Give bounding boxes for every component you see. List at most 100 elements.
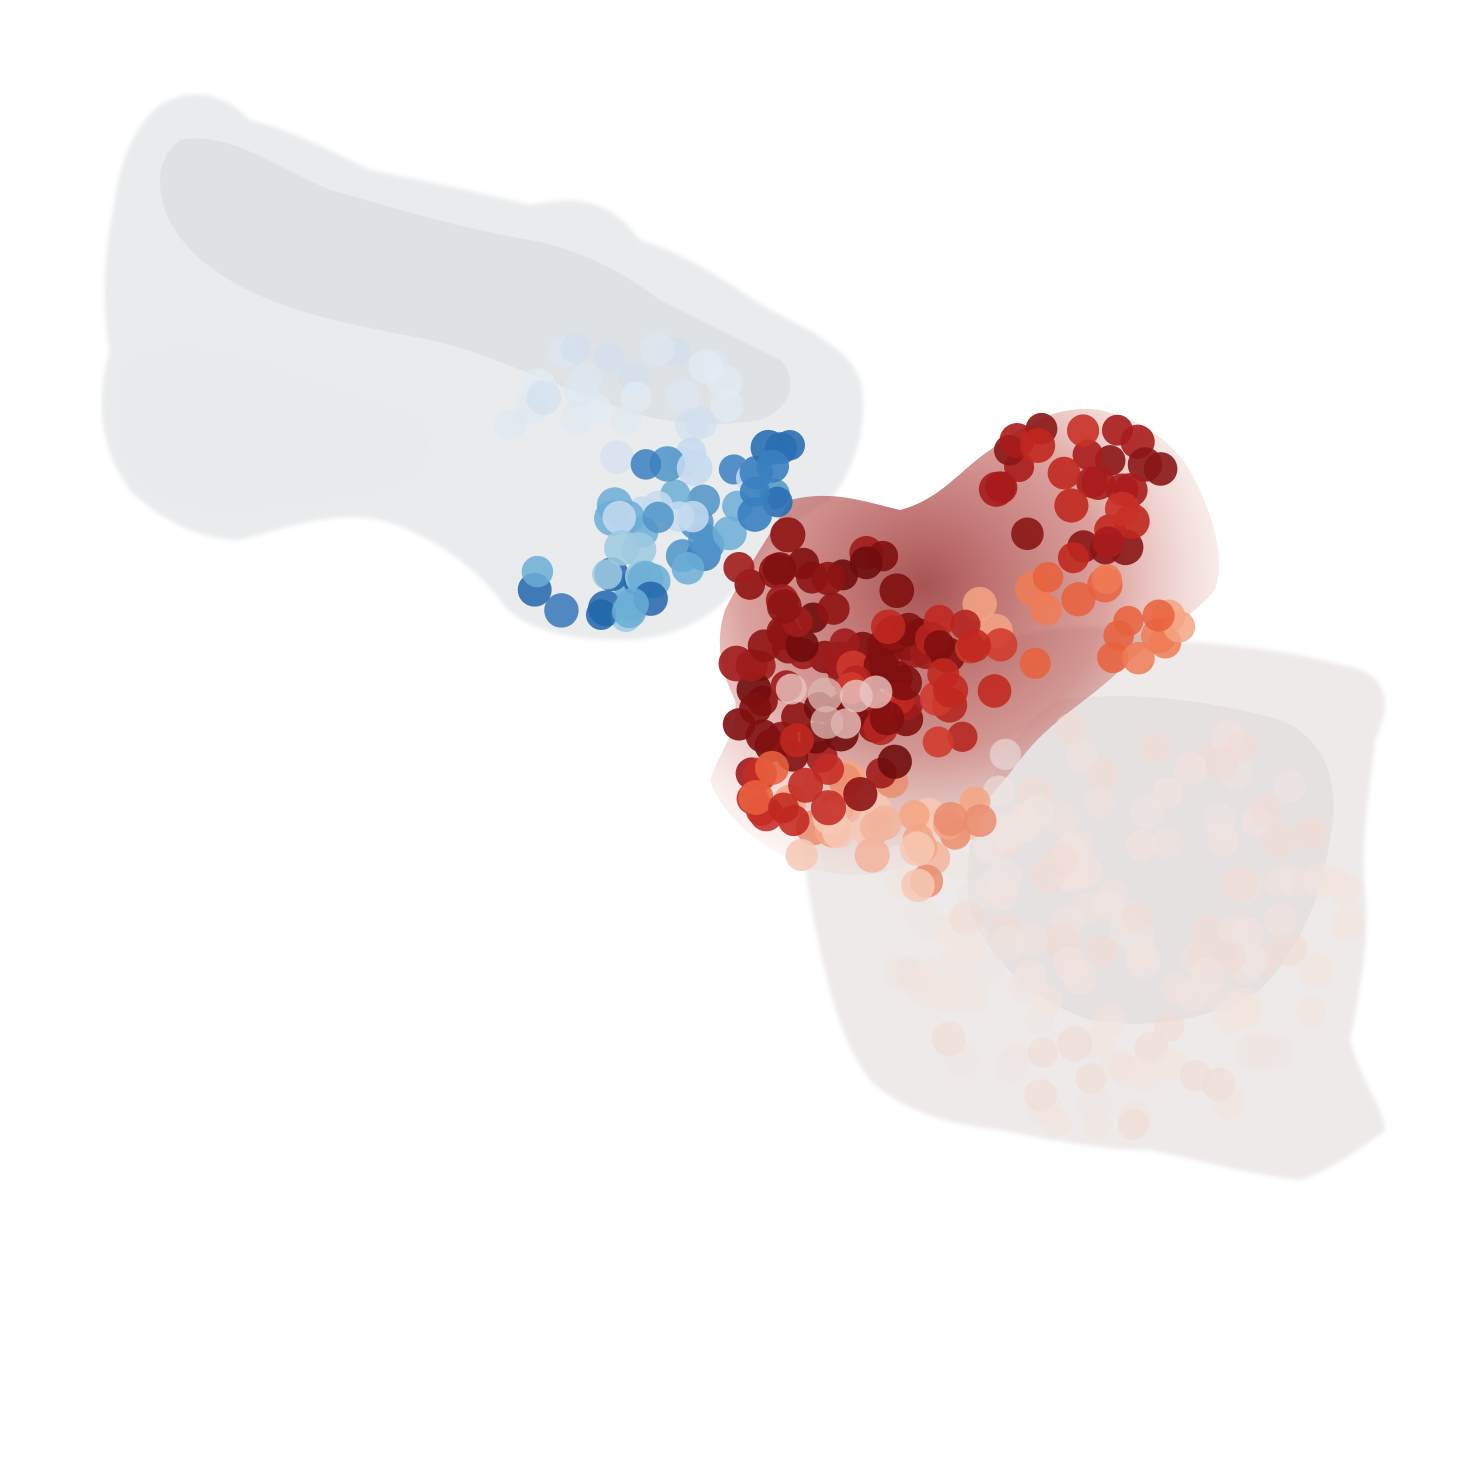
faint-blue-atom: [494, 409, 526, 441]
orange-atom: [1061, 582, 1096, 617]
pale-atom: [1174, 752, 1208, 786]
dark-red-atom: [811, 561, 846, 596]
orange-atom: [1097, 641, 1129, 674]
pale-atom: [1063, 960, 1098, 995]
dark-red-atom: [739, 692, 772, 725]
pale-atom: [1218, 913, 1249, 945]
red-atom: [738, 780, 774, 815]
pale-atom: [990, 925, 1025, 961]
faint-blue-atom: [599, 440, 634, 475]
faint-blue-atom: [665, 379, 701, 415]
dark-red-atom: [785, 628, 819, 662]
pale-atom: [989, 738, 1022, 771]
orange-atom: [1030, 594, 1063, 626]
red-atom: [1054, 488, 1089, 523]
red-atom: [1104, 491, 1140, 527]
blue-atom: [756, 449, 790, 483]
blue-atom: [592, 559, 623, 590]
salmon-atom: [899, 831, 935, 867]
red-atom: [1081, 466, 1115, 500]
red-atom: [984, 628, 1018, 662]
red-atom: [1101, 414, 1133, 446]
pale-atom: [929, 978, 964, 1014]
pale-atom: [986, 859, 1022, 895]
pale-atom: [1264, 903, 1297, 937]
pale-atom: [1222, 866, 1258, 902]
pale-atom: [994, 1048, 1028, 1083]
faint-blue-atom: [569, 362, 602, 396]
pale-atom: [1024, 1079, 1057, 1112]
orange-atom: [1091, 563, 1122, 595]
pale-atom: [1257, 1034, 1293, 1070]
dark-red-atom: [877, 744, 912, 779]
dark-red-atom: [849, 546, 883, 580]
dark-red-atom: [747, 629, 781, 663]
faint-blue-atom: [620, 381, 652, 413]
red-atom: [870, 609, 906, 645]
pale-atom: [1140, 732, 1172, 764]
red-atom: [886, 664, 923, 701]
pale-atom: [1202, 1067, 1236, 1101]
red-atom: [977, 674, 1012, 708]
dark-red-atom: [770, 517, 806, 553]
red-atom: [1011, 517, 1044, 551]
dark-red-atom: [745, 719, 780, 753]
red-atom: [1057, 542, 1089, 574]
pale-atom: [1106, 1050, 1138, 1082]
faint-blue-atom: [593, 342, 625, 374]
pale-atom: [1261, 823, 1297, 858]
pale-atom: [1125, 829, 1157, 861]
blue-atom: [585, 599, 617, 631]
blue-atom: [642, 501, 674, 533]
blue-atom: [712, 516, 747, 551]
faint-blue-atom: [610, 404, 642, 436]
red-atom: [1047, 456, 1081, 490]
blue-atom: [602, 500, 637, 535]
salmon-atom: [933, 801, 968, 837]
blue-atom: [521, 555, 554, 588]
dark-red-atom: [817, 592, 850, 625]
red-atom: [947, 721, 978, 752]
pale-atom: [1041, 1106, 1072, 1137]
pale-atom: [1298, 951, 1335, 988]
highlight-atom: [859, 675, 893, 709]
pale-atom: [1330, 874, 1362, 906]
red-atom: [1020, 427, 1056, 464]
blue-atom: [737, 496, 773, 532]
faint-blue-atom: [526, 380, 562, 416]
pale-atom: [972, 951, 1006, 985]
salmon-atom: [901, 868, 935, 903]
highlight-atom: [775, 673, 807, 705]
red-atom: [810, 790, 847, 826]
pale-atom: [1086, 757, 1118, 790]
pale-atom: [983, 775, 1015, 807]
pale-atom: [1117, 1108, 1150, 1140]
pale-atom: [1189, 957, 1225, 993]
pale-atom: [1249, 794, 1282, 827]
pale-atom: [953, 930, 987, 963]
salmon-atom: [785, 838, 818, 872]
faint-blue-atom: [640, 331, 675, 367]
red-atom: [1066, 414, 1100, 447]
pale-atom: [1130, 794, 1165, 829]
red-atom: [933, 672, 969, 708]
pale-atom: [1056, 1025, 1093, 1062]
red-atom: [957, 628, 991, 663]
blue-atom: [677, 500, 709, 533]
highlight-atom: [807, 677, 843, 713]
pale-atom: [1043, 842, 1079, 879]
pale-atom: [1226, 988, 1261, 1023]
pale-atom: [1005, 804, 1041, 840]
blue-atom: [604, 530, 640, 566]
pale-atom: [1066, 739, 1098, 772]
pale-atom: [1054, 713, 1087, 746]
dark-red-atom: [723, 551, 755, 584]
pale-atom: [1192, 915, 1227, 950]
pale-atom: [1224, 730, 1257, 764]
salmon-atom: [867, 805, 902, 841]
pale-atom: [1295, 996, 1327, 1028]
pale-atom: [900, 964, 934, 997]
red-atom: [754, 750, 790, 785]
salmon-atom: [963, 804, 997, 838]
blue-atom: [671, 551, 705, 585]
